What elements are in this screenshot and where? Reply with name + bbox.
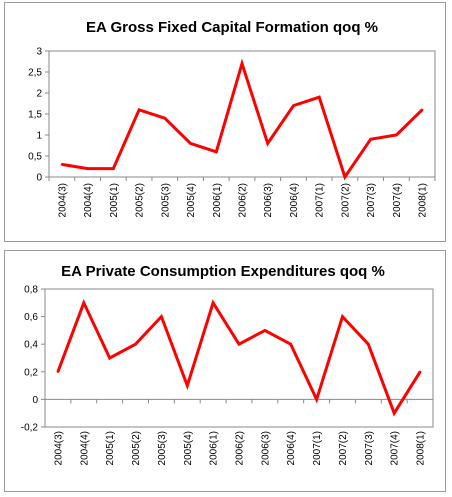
data-point (108, 356, 111, 360)
consumption-chart-panel: EA Private Consumption Expenditures qoq … (4, 250, 446, 492)
y-tick-label: 2 (36, 89, 42, 100)
x-tick-label: 2006(4) (286, 431, 297, 465)
data-point (393, 412, 396, 415)
y-tick-label: 0,5 (28, 152, 42, 163)
data-point (263, 329, 267, 332)
x-tick-label: 2007(3) (366, 183, 377, 217)
data-point (137, 108, 141, 112)
data-point (292, 104, 295, 107)
gfcf-chart-panel: EA Gross Fixed Capital Formation qoq % 0… (4, 2, 446, 242)
y-tick-label: 0,8 (24, 285, 38, 296)
y-tick-label: 0,4 (24, 340, 38, 351)
data-point (266, 142, 269, 145)
x-tick-label: 2005(2) (131, 431, 142, 465)
data-point (189, 142, 192, 145)
x-tick-label: 2005(3) (160, 183, 171, 217)
data-point (289, 343, 292, 346)
x-tick-label: 2007(2) (340, 183, 351, 217)
x-tick-label: 2006(1) (209, 431, 220, 465)
x-tick-label: 2005(3) (157, 431, 168, 465)
y-tick-label: 2,5 (28, 68, 42, 79)
series-line (56, 298, 422, 417)
data-point (160, 315, 163, 318)
x-tick-label: 2007(2) (338, 431, 349, 465)
x-tick-label: 2004(3) (53, 431, 64, 465)
data-point (112, 167, 115, 170)
x-tick-label: 2006(4) (289, 183, 300, 217)
x-tick-label: 2005(1) (109, 183, 120, 217)
data-point (60, 163, 64, 166)
data-point (318, 96, 321, 99)
y-tick-label: 0 (32, 395, 38, 406)
data-point (215, 150, 218, 153)
data-point (341, 315, 344, 318)
data-point (395, 133, 398, 137)
series-line (61, 58, 424, 181)
data-point (82, 301, 86, 304)
data-point (420, 108, 424, 112)
x-tick-label: 2007(1) (315, 183, 326, 217)
plot-area (48, 50, 436, 178)
chart-title: EA Gross Fixed Capital Formation qoq % (86, 19, 378, 36)
y-tick-label: 1,5 (28, 110, 42, 121)
chart-title: EA Private Consumption Expenditures qoq … (61, 263, 385, 280)
y-tick-label: 0 (36, 173, 42, 184)
gfcf-chart: EA Gross Fixed Capital Formation qoq % 0… (28, 19, 436, 217)
data-point (237, 343, 241, 346)
x-tick-label: 2005(4) (186, 183, 197, 217)
y-tick-label: 0,6 (24, 312, 38, 323)
data-point (163, 117, 166, 120)
data-point (369, 138, 372, 141)
x-tick-label: 2006(3) (260, 431, 271, 465)
x-tick-label: 2006(2) (238, 183, 249, 217)
y-tick-label: 1 (36, 131, 42, 142)
x-tick-label: 2005(4) (183, 431, 194, 465)
data-point (343, 175, 347, 179)
x-tick-label: 2004(4) (79, 431, 90, 465)
data-point (315, 398, 318, 401)
x-tick-label: 2007(4) (392, 183, 403, 217)
x-tick-label: 2004(4) (83, 183, 94, 217)
data-point (418, 370, 422, 373)
y-tick-label: 3 (36, 47, 42, 58)
x-tick-label: 2005(1) (105, 431, 116, 465)
x-tick-label: 2007(3) (364, 431, 375, 465)
x-tick-label: 2006(1) (212, 183, 223, 217)
plot-area (44, 288, 434, 428)
x-tick-label: 2008(1) (416, 431, 427, 465)
data-point (211, 301, 215, 304)
x-tick-label: 2007(1) (312, 431, 323, 465)
data-point (56, 370, 60, 373)
consumption-chart: EA Private Consumption Expenditures qoq … (21, 263, 434, 465)
y-tick-label: 0,2 (24, 367, 38, 378)
x-tick-label: 2007(4) (390, 431, 401, 465)
y-tick-label: -0,2 (21, 423, 39, 434)
data-point (86, 167, 89, 170)
x-tick-label: 2008(1) (418, 183, 429, 217)
x-tick-label: 2004(3) (57, 183, 68, 217)
x-tick-label: 2005(2) (135, 183, 146, 217)
data-point (134, 343, 137, 346)
data-point (367, 343, 370, 346)
data-point (240, 62, 244, 65)
data-point (186, 384, 189, 387)
x-tick-label: 2006(2) (235, 431, 246, 465)
x-tick-label: 2006(3) (263, 183, 274, 217)
